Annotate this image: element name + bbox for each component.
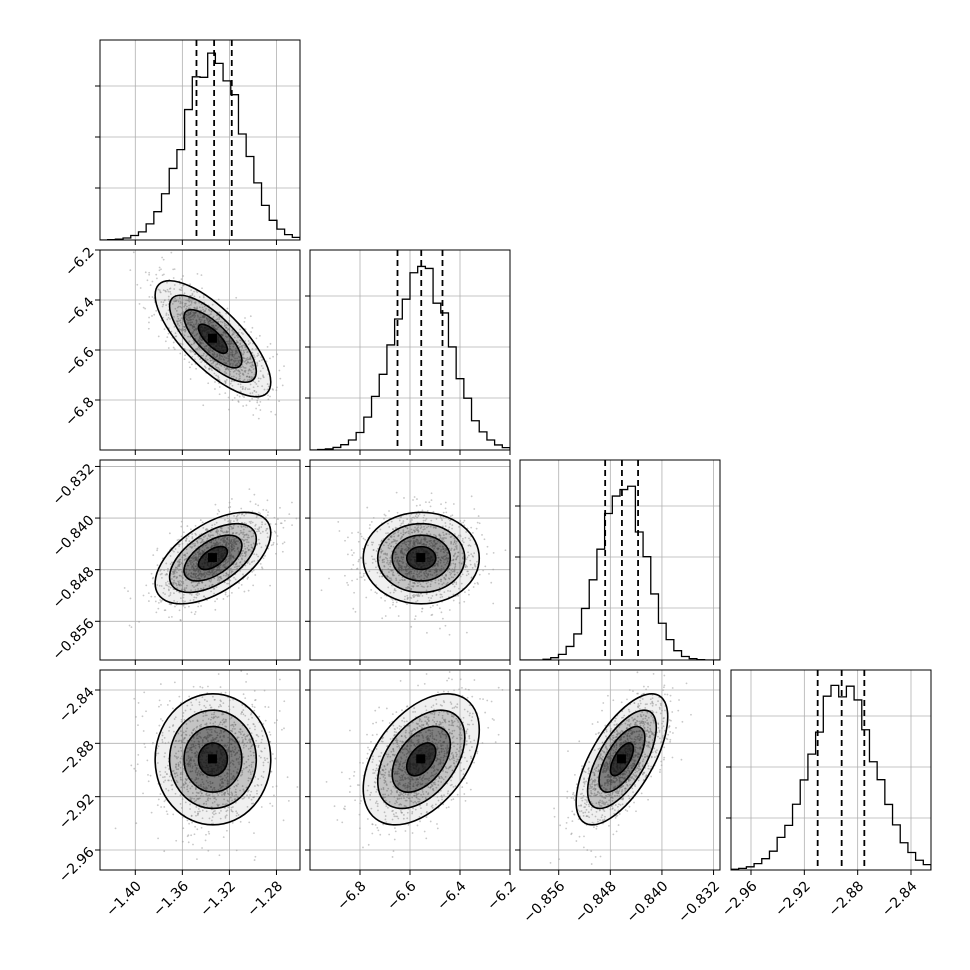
density-peak-3-0 [207,754,217,764]
scatter-panel-2-0: −0.832−0.840−0.848−0.856 [50,459,301,665]
x-tick-label: −0.832 [675,878,723,926]
x-tick-label: −6.2 [484,878,519,913]
y-tick-label: −0.840 [50,512,98,560]
panel-frame [519,669,721,871]
x-tick-label: −6.4 [434,878,469,913]
density-peak-3-2 [616,754,626,764]
histogram-panel-0 [95,39,301,245]
panel-frame [99,459,301,661]
histogram-step-2 [520,485,720,660]
density-peak-2-1 [416,553,426,563]
density-peak-3-1 [416,754,426,764]
x-tick-label: −1.40 [103,878,145,920]
x-tick-label: −0.856 [520,878,568,926]
scatter-panel-3-2: −0.856 −0.848 −0.840 −0.832 [515,669,723,926]
y-tick-label: −2.92 [56,791,98,833]
panel-frame [730,669,932,871]
scatter-panel-2-1 [305,459,511,665]
y-tick-label: −6.2 [62,244,97,279]
y-tick-label: −6.4 [62,294,97,329]
x-tick-label: −2.88 [826,878,868,920]
panel-frame [99,669,301,871]
x-tick-label: −2.96 [719,878,761,920]
density-peak-1-0 [207,333,217,343]
x-tick-label: −2.92 [772,878,814,920]
y-tick-label: −6.8 [62,394,97,429]
x-tick-label: −1.36 [150,878,192,920]
x-tick-label: −0.848 [572,878,620,926]
scatter-panel-1-0: −6.2 −6.4 −6.6 −6.8 [62,244,301,455]
histogram-step-0 [100,52,300,240]
y-tick-label: −2.88 [56,738,98,780]
histogram-panel-2 [515,459,721,665]
panel-frame [99,249,301,451]
x-tick-label: −1.28 [244,878,286,920]
panel-frame [309,669,511,871]
histogram-panel-1 [305,249,511,455]
histogram-step-1 [310,265,510,450]
panel-frame [519,459,721,661]
y-tick-label: −2.84 [56,684,98,726]
density-peak-2-0 [207,553,217,563]
y-tick-label: −0.848 [50,564,98,612]
x-tick-label: −1.32 [197,878,239,920]
panel-frame [99,39,301,241]
y-tick-label: −6.6 [62,344,97,379]
x-tick-label: −0.840 [624,878,672,926]
scatter-panel-3-1: −6.8 −6.6 −6.4 −6.2 [305,669,520,914]
panel-frame [309,249,511,451]
x-tick-label: −2.84 [879,878,921,920]
panel-frame [309,459,511,661]
scatter-panel-3-0: −2.84 −2.88 −2.92 −2.96−1.40 −1.36 −1.32 −1.28 [56,669,301,920]
x-tick-label: −6.6 [384,878,419,913]
histogram-step-3 [731,684,931,870]
y-tick-label: −2.96 [56,844,98,886]
y-tick-label: −0.832 [50,461,98,509]
histogram-panel-3: −2.96 −2.92 −2.88 −2.84 [719,669,932,920]
y-tick-label: −0.856 [50,616,98,664]
x-tick-label: −6.8 [334,878,369,913]
